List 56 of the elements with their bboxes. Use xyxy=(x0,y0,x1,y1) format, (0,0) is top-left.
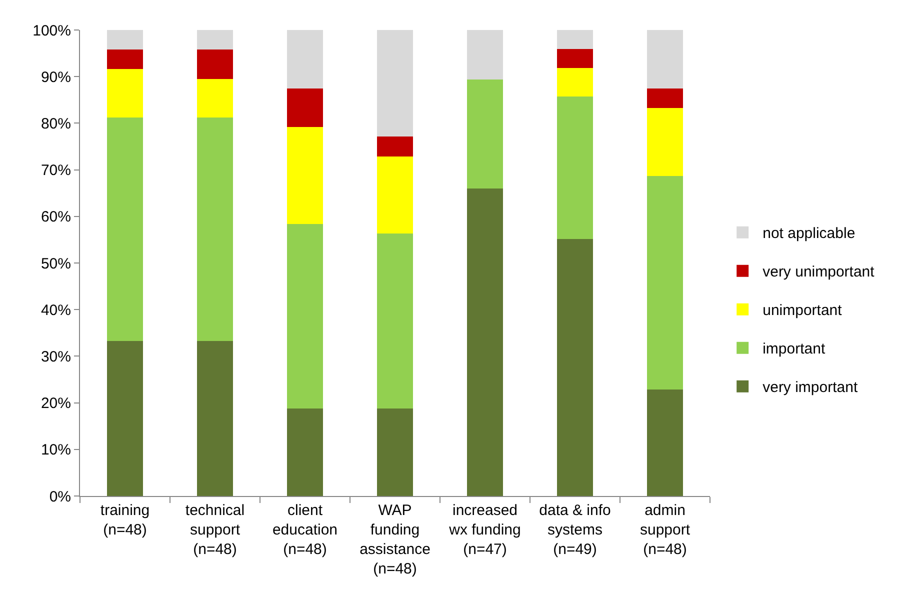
bar xyxy=(197,50,233,79)
bar xyxy=(377,30,413,137)
y-tick-label: 40% xyxy=(40,302,71,319)
bar xyxy=(647,30,683,88)
legend-label: not applicable xyxy=(762,225,856,242)
legend-label: very important xyxy=(762,379,858,396)
bar xyxy=(647,389,683,496)
y-tick-label: 0% xyxy=(49,488,71,506)
y-tick-label: 80% xyxy=(40,115,71,132)
bar xyxy=(287,126,323,224)
bar xyxy=(377,156,413,234)
x-tick-label: WAP funding assistance (n=48) xyxy=(360,502,430,578)
bar xyxy=(107,118,143,341)
bar xyxy=(557,96,593,240)
bar xyxy=(197,30,233,50)
bar xyxy=(557,49,593,68)
bar xyxy=(467,79,503,188)
bar xyxy=(377,136,413,156)
bar xyxy=(557,239,593,496)
y-tick-label: 50% xyxy=(40,255,71,272)
bar xyxy=(557,68,593,97)
y-tick-label: 30% xyxy=(40,348,71,366)
x-tick-label: training (n=48) xyxy=(100,502,150,538)
bar xyxy=(287,224,323,408)
legend-label: very unimportant xyxy=(762,264,876,281)
bar xyxy=(197,118,233,341)
bar xyxy=(107,50,143,70)
bar xyxy=(287,88,323,127)
bar xyxy=(467,188,503,496)
y-tick-label: 90% xyxy=(40,68,71,86)
bar xyxy=(647,176,683,390)
y-tick-label: 60% xyxy=(40,208,71,226)
bar xyxy=(107,340,143,496)
y-tick-label: 20% xyxy=(40,395,71,412)
bar xyxy=(467,30,503,80)
bar xyxy=(647,108,683,176)
x-tick-label: data & info systems (n=49) xyxy=(539,502,611,558)
bar xyxy=(287,408,323,496)
bar xyxy=(107,30,143,50)
bar xyxy=(557,30,593,50)
y-tick-label: 100% xyxy=(32,22,71,40)
legend-label: unimportant xyxy=(762,302,843,320)
x-tick-label: client education (n=48) xyxy=(272,502,338,558)
bar xyxy=(197,78,233,118)
bar xyxy=(197,340,233,496)
x-tick-label: admin support (n=48) xyxy=(640,502,691,558)
bar xyxy=(377,408,413,496)
bar xyxy=(287,30,323,88)
bar xyxy=(377,234,413,408)
bar xyxy=(647,88,683,108)
x-tick-label: technical support (n=48) xyxy=(185,502,245,558)
y-tick-label: 70% xyxy=(40,162,71,180)
legend-label: important xyxy=(762,340,826,358)
bar xyxy=(107,69,143,118)
x-tick-label: increased wx funding (n=47) xyxy=(448,502,521,558)
y-tick-label: 10% xyxy=(40,442,71,459)
